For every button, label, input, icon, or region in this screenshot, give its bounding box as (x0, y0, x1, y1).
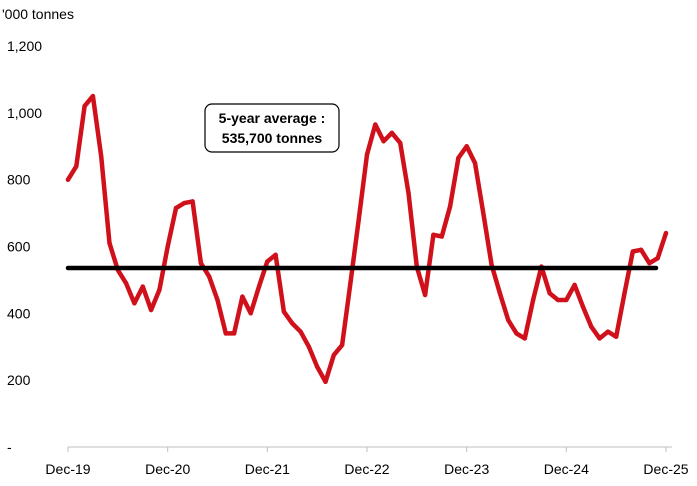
data-point (173, 205, 179, 211)
data-point (398, 140, 403, 146)
x-axis: Dec-19 Dec-20 Dec-21 Dec-22 Dec-23 Dec-24 Dec-… (45, 446, 689, 477)
data-point (306, 344, 312, 349)
data-point (82, 103, 87, 109)
data-point (381, 139, 386, 144)
data-point (439, 234, 444, 239)
data-point (597, 336, 602, 341)
data-point (339, 342, 345, 348)
data-point (422, 292, 428, 298)
y-tick-label: 400 (7, 305, 31, 321)
data-point (364, 152, 370, 157)
y-tick-label: - (7, 439, 12, 455)
data-point (314, 364, 320, 369)
data-point (265, 259, 270, 264)
x-tick-label: Dec-22 (344, 461, 389, 477)
data-point (356, 217, 361, 222)
data-point (157, 287, 162, 293)
data-point (99, 154, 104, 159)
series-line (65, 93, 669, 385)
x-tick-label: Dec-23 (444, 461, 489, 477)
data-point (530, 297, 536, 303)
data-point (140, 284, 145, 289)
data-point (647, 261, 652, 266)
data-point (373, 122, 378, 127)
data-point (290, 321, 295, 326)
data-point (231, 331, 237, 336)
data-point (497, 291, 503, 296)
data-point (348, 281, 353, 286)
data-point (481, 210, 486, 216)
data-point (248, 311, 253, 316)
data-point (123, 281, 129, 286)
data-point (406, 190, 411, 196)
data-point (447, 204, 453, 209)
y-tick-labels: - 200 400 600 800 1,000 1,200 (7, 38, 42, 455)
series-layer (65, 93, 669, 385)
data-point (564, 297, 569, 303)
data-point (547, 291, 552, 296)
data-point (589, 324, 594, 329)
x-tick-label: Dec-24 (544, 461, 589, 477)
data-point (555, 297, 561, 303)
data-point (281, 309, 287, 314)
x-tick-label: Dec-21 (245, 461, 290, 477)
data-point (90, 93, 96, 99)
y-tick-label: 200 (7, 372, 31, 388)
data-point (206, 274, 212, 279)
data-point (389, 130, 395, 136)
data-point (514, 331, 519, 336)
data-point (613, 334, 619, 339)
data-point (65, 177, 71, 182)
data-point (240, 294, 245, 299)
data-point (456, 155, 461, 161)
data-point (256, 284, 262, 289)
data-point (522, 336, 528, 341)
y-tick-label: 1,000 (7, 105, 42, 121)
data-point (298, 329, 303, 334)
x-tick-label: Dec-19 (45, 461, 90, 477)
data-point (223, 331, 229, 336)
data-point (655, 255, 660, 261)
data-point (165, 244, 170, 249)
average-annotation: 5-year average : 535,700 tonnes (204, 103, 340, 153)
data-point (132, 301, 137, 306)
data-point (580, 304, 586, 309)
data-point (74, 164, 79, 169)
x-tick-label: Dec-20 (145, 461, 190, 477)
y-axis-unit-label: '000 tonnes (2, 6, 74, 22)
data-point (182, 200, 187, 206)
annotation-line-2: 535,700 tonnes (222, 130, 323, 146)
data-point (505, 317, 511, 323)
y-tick-label: 600 (7, 239, 31, 255)
data-point (464, 144, 469, 149)
data-point (323, 379, 328, 385)
annotation-line-1: 5-year average : (219, 110, 326, 126)
data-point (198, 261, 204, 266)
data-point (148, 307, 154, 313)
data-point (663, 230, 669, 236)
data-point (630, 249, 635, 254)
data-point (431, 232, 436, 238)
data-point (572, 282, 577, 288)
annotation-box (204, 103, 340, 153)
data-point (331, 352, 336, 358)
y-tick-label: 1,200 (7, 38, 42, 54)
data-point (638, 247, 644, 253)
y-tick-label: 800 (7, 172, 31, 188)
data-point (273, 252, 278, 258)
x-tick-label: Dec-25 (643, 461, 688, 477)
data-point (472, 160, 478, 166)
data-point (215, 297, 220, 303)
data-point (107, 240, 112, 246)
data-point (190, 199, 195, 204)
data-point (622, 291, 627, 296)
data-point (605, 329, 611, 334)
